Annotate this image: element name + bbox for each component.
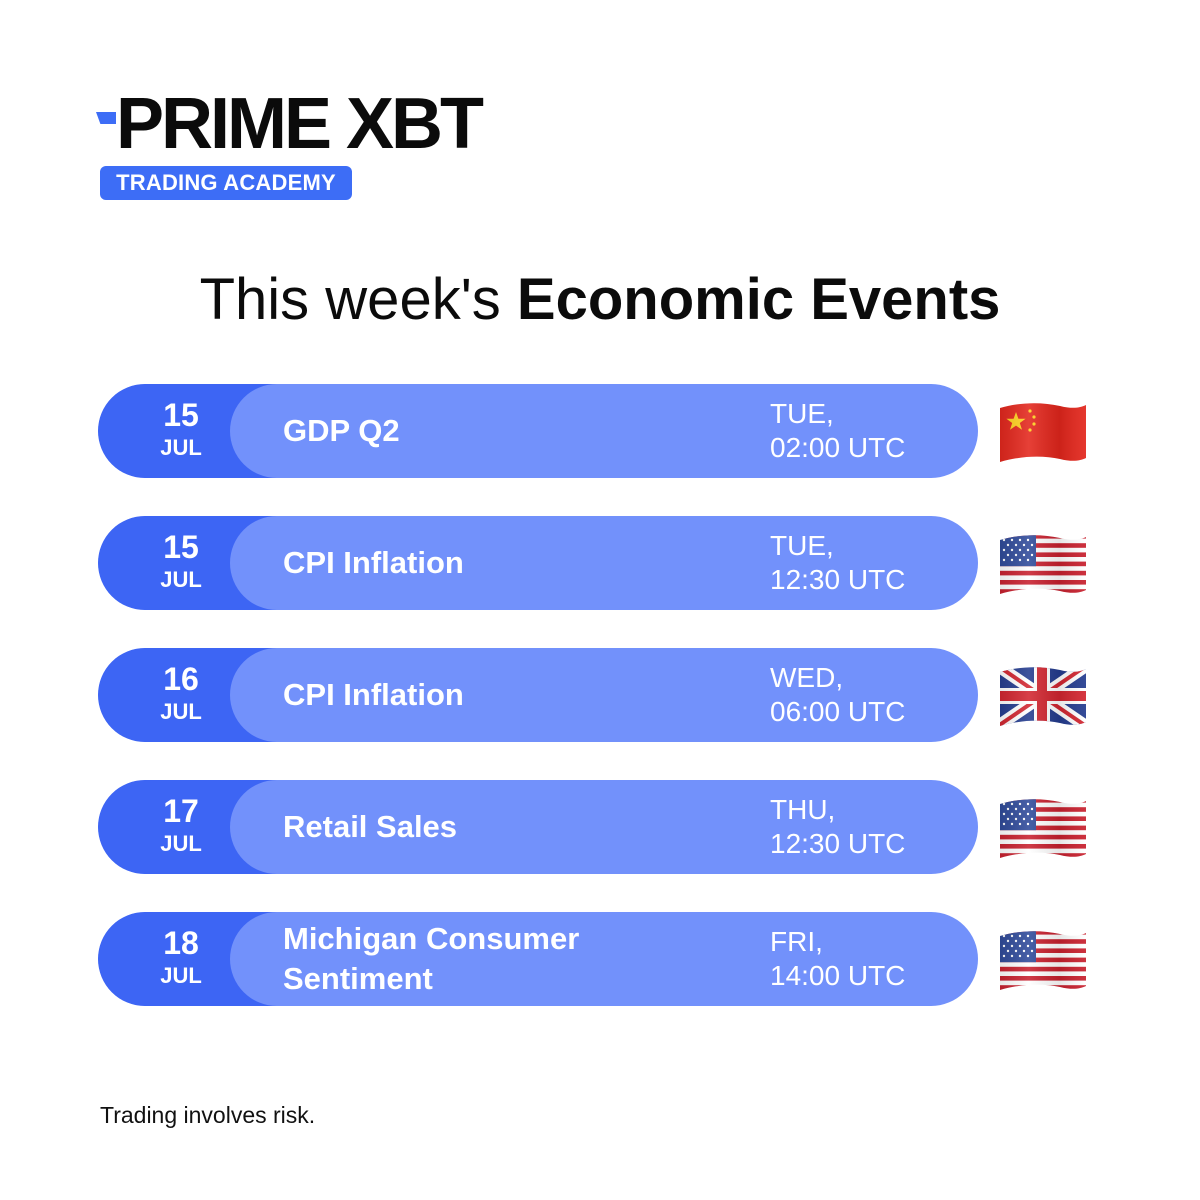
event-name-text: GDP Q2 (283, 413, 400, 448)
event-day: 16 (163, 661, 199, 697)
brand-logo: PRIME XBT TRADING ACADEMY (96, 84, 486, 204)
page-title: This week's Economic Events (0, 262, 1200, 338)
event-date: 15 JUL (138, 516, 224, 610)
date-cap (98, 516, 326, 610)
risk-disclaimer: Trading involves risk. (100, 1102, 316, 1128)
event-clock: 14:00 UTC (770, 960, 906, 991)
event-month: JUL (160, 435, 202, 460)
event-clock: 06:00 UTC (770, 696, 906, 727)
event-weekday: TUE, (770, 398, 834, 429)
date-cap (98, 384, 326, 478)
event-day: 17 (163, 793, 199, 829)
uk-flag-icon (998, 666, 1086, 726)
usa-flag-icon (998, 534, 1086, 594)
event-month: JUL (160, 831, 202, 856)
event-month: JUL (160, 567, 202, 592)
event-clock: 12:30 UTC (770, 828, 906, 859)
date-cap (98, 648, 326, 742)
event-time: TUE, 12:30 UTC (770, 516, 960, 610)
event-row: 17 JUL Retail Sales THU, 12:30 UTC (98, 780, 1088, 874)
event-time: FRI, 14:00 UTC (770, 912, 960, 1006)
event-date: 18 JUL (138, 912, 224, 1006)
event-name-text: CPI Inflation (283, 545, 464, 580)
event-pill: 18 JUL Michigan Consumer Sentiment FRI, … (98, 912, 978, 1006)
event-clock: 12:30 UTC (770, 564, 906, 595)
event-weekday: WED, (770, 662, 844, 693)
event-row: 15 JUL GDP Q2 TUE, 02:00 UTC (98, 384, 1088, 478)
event-date: 15 JUL (138, 384, 224, 478)
event-weekday: FRI, (770, 926, 823, 957)
events-list: 15 JUL GDP Q2 TUE, 02:00 UTC 15 JUL CPI … (98, 384, 1088, 1044)
event-row: 18 JUL Michigan Consumer Sentiment FRI, … (98, 912, 1088, 1006)
event-time: TUE, 02:00 UTC (770, 384, 960, 478)
date-cap (98, 912, 326, 1006)
event-name: CPI Inflation (283, 648, 703, 742)
event-day: 15 (163, 397, 199, 433)
page-title-bold: Economic Events (516, 267, 1001, 332)
event-pill: 17 JUL Retail Sales THU, 12:30 UTC (98, 780, 978, 874)
event-date: 16 JUL (138, 648, 224, 742)
event-day: 18 (163, 925, 199, 961)
event-pill: 16 JUL CPI Inflation WED, 06:00 UTC (98, 648, 978, 742)
event-name-text: Michigan Consumer Sentiment (283, 921, 580, 996)
event-weekday: THU, (770, 794, 836, 825)
event-pill: 15 JUL GDP Q2 TUE, 02:00 UTC (98, 384, 978, 478)
event-name: GDP Q2 (283, 384, 703, 478)
logo-mark-icon (96, 112, 116, 124)
china-flag-icon (998, 402, 1086, 462)
usa-flag-icon (998, 930, 1086, 990)
page-title-light: This week's (199, 267, 501, 332)
event-clock: 02:00 UTC (770, 432, 906, 463)
event-name-text: CPI Inflation (283, 677, 464, 712)
date-cap (98, 780, 326, 874)
usa-flag-icon (998, 798, 1086, 858)
event-pill: 15 JUL CPI Inflation TUE, 12:30 UTC (98, 516, 978, 610)
event-weekday: TUE, (770, 530, 834, 561)
event-month: JUL (160, 963, 202, 988)
event-day: 15 (163, 529, 199, 565)
event-name: CPI Inflation (283, 516, 703, 610)
event-month: JUL (160, 699, 202, 724)
event-row: 16 JUL CPI Inflation WED, 06:00 UTC (98, 648, 1088, 742)
event-name-text: Retail Sales (283, 809, 458, 844)
event-time: THU, 12:30 UTC (770, 780, 960, 874)
event-time: WED, 06:00 UTC (770, 648, 960, 742)
brand-badge: TRADING ACADEMY (100, 166, 352, 200)
brand-name: PRIME XBT (116, 84, 484, 164)
event-date: 17 JUL (138, 780, 224, 874)
event-row: 15 JUL CPI Inflation TUE, 12:30 UTC (98, 516, 1088, 610)
event-name: Retail Sales (283, 780, 703, 874)
event-name: Michigan Consumer Sentiment (283, 912, 703, 1006)
